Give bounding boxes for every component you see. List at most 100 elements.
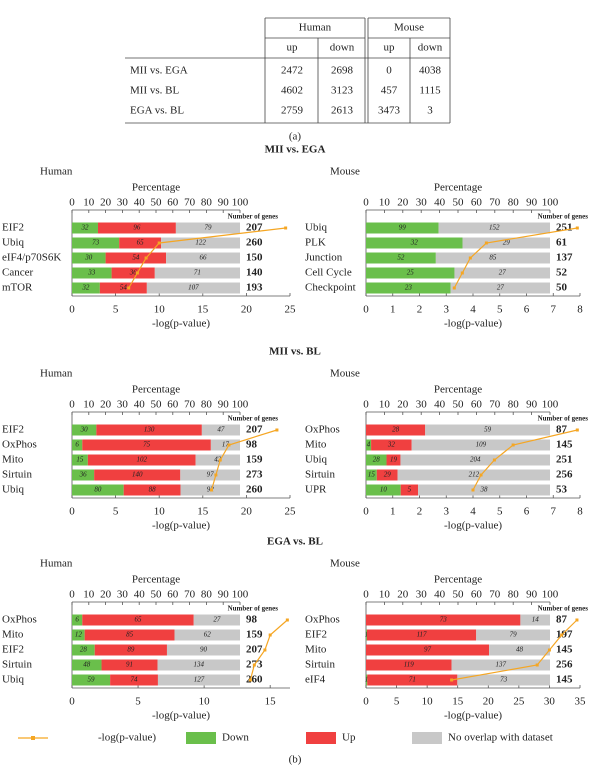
category-label: Ubiq (2, 674, 25, 686)
x-tick-label: 60 (471, 197, 483, 209)
bar-segment (400, 484, 419, 496)
bar-segment (111, 267, 155, 279)
x2-tick-label: 15 (452, 696, 464, 708)
x-tick-label: 70 (489, 589, 501, 601)
bar-segment (366, 282, 451, 294)
segment-label: 96 (133, 224, 141, 232)
bar-segment (366, 629, 477, 641)
segment-label: 73 (92, 239, 100, 247)
x-tick-label: 30 (117, 589, 129, 601)
x-tick-label: 70 (489, 399, 501, 411)
x-tick-label: 10 (379, 197, 391, 209)
x-tick-label: 90 (218, 197, 230, 209)
segment-label: 48 (516, 646, 524, 654)
bar-segment (193, 614, 240, 626)
segment-label: 127 (194, 676, 205, 684)
bar-segment (367, 674, 458, 686)
bar-segment (72, 237, 120, 249)
pvalue-marker (252, 663, 256, 667)
bar-segment (400, 454, 550, 466)
bar-segment (72, 674, 111, 686)
bar-segment (195, 454, 240, 466)
row-label: MII vs. BL (130, 85, 179, 97)
x2-tick-label: 25 (513, 696, 525, 708)
x-tick-label: 10 (83, 589, 95, 601)
pvalue-marker (479, 473, 483, 477)
category-label: Sirtuin (305, 469, 335, 481)
bar-segment (166, 644, 240, 656)
axis-title: Percentage (434, 574, 482, 586)
row-label: MII vs. EGA (130, 65, 188, 77)
bar-segment (154, 267, 240, 279)
total-label: 52 (556, 267, 568, 279)
pvalue-marker (575, 226, 579, 230)
bar-segment (72, 252, 106, 264)
segment-label: 54 (132, 254, 140, 262)
x-tick-label: 90 (526, 197, 538, 209)
x-tick-label: 10 (379, 399, 391, 411)
cell: 2759 (281, 105, 304, 117)
x-tick-label: 0 (69, 399, 75, 411)
segment-label: 15 (76, 456, 84, 464)
category-label: OxPhos (305, 614, 340, 626)
bar-segment (366, 252, 436, 264)
pvalue-marker (492, 458, 496, 462)
pvalue-marker (484, 241, 488, 245)
x2-tick-label: 25 (285, 304, 297, 316)
x2-tick-label: 2 (417, 506, 423, 518)
segment-label: 137 (496, 661, 507, 669)
category-label: Mito (2, 454, 24, 466)
bar-segment (366, 674, 368, 686)
segment-label: 71 (409, 676, 416, 684)
category-label: Mito (305, 644, 327, 656)
total-label: 207 (246, 222, 263, 234)
x-tick-label: 20 (100, 197, 112, 209)
pvalue-marker (452, 286, 456, 290)
legend-symbol (186, 732, 216, 744)
x-tick-label: 70 (184, 589, 196, 601)
bar-segment (366, 439, 372, 451)
category-label: OxPhos (2, 614, 37, 626)
total-label: 260 (246, 674, 263, 686)
x2-tick-label: 1 (390, 304, 396, 316)
total-label: 251 (556, 222, 573, 234)
x-tick-label: 90 (526, 399, 538, 411)
legend-label: No overlap with dataset (448, 732, 553, 744)
x-tick-label: 0 (363, 589, 369, 601)
bar-segment (97, 222, 176, 234)
axis-title: Percentage (132, 384, 180, 396)
x-tick-label: 90 (218, 589, 230, 601)
bar-segment (72, 424, 97, 436)
segment-label: 85 (489, 254, 497, 262)
segment-label: 42 (214, 456, 222, 464)
x2-tick-label: 5 (113, 506, 119, 518)
x2-tick-label: 10 (422, 696, 434, 708)
segment-label: 89 (127, 646, 135, 654)
category-label: eIF4 (305, 674, 326, 686)
x2-tick-label: 6 (524, 304, 530, 316)
legend-symbol (412, 732, 442, 744)
segment-label: 23 (405, 284, 413, 292)
bar-segment (366, 222, 439, 234)
total-label: 159 (246, 629, 263, 641)
x2-tick-label: 20 (483, 696, 495, 708)
column-header: up (384, 42, 396, 54)
x2-tick-label: 1 (390, 506, 396, 518)
segment-label: 130 (144, 426, 155, 434)
total-label: 145 (556, 439, 573, 451)
bar-segment (489, 644, 550, 656)
segment-label: 62 (204, 631, 212, 639)
segment-label: 122 (195, 239, 206, 247)
bar-segment (82, 439, 211, 451)
segment-label: 6 (75, 441, 79, 449)
x-tick-label: 80 (201, 589, 213, 601)
bar-segment (72, 659, 102, 671)
x2-tick-label: 10 (154, 304, 166, 316)
x-tick-label: 50 (151, 399, 163, 411)
segment-label: 36 (79, 471, 88, 479)
cell: 2472 (281, 65, 303, 77)
x-tick-label: 10 (83, 197, 95, 209)
pvalue-marker (460, 271, 464, 275)
segment-label: 14 (532, 616, 540, 624)
section-title: MII vs. EGA (265, 144, 326, 156)
